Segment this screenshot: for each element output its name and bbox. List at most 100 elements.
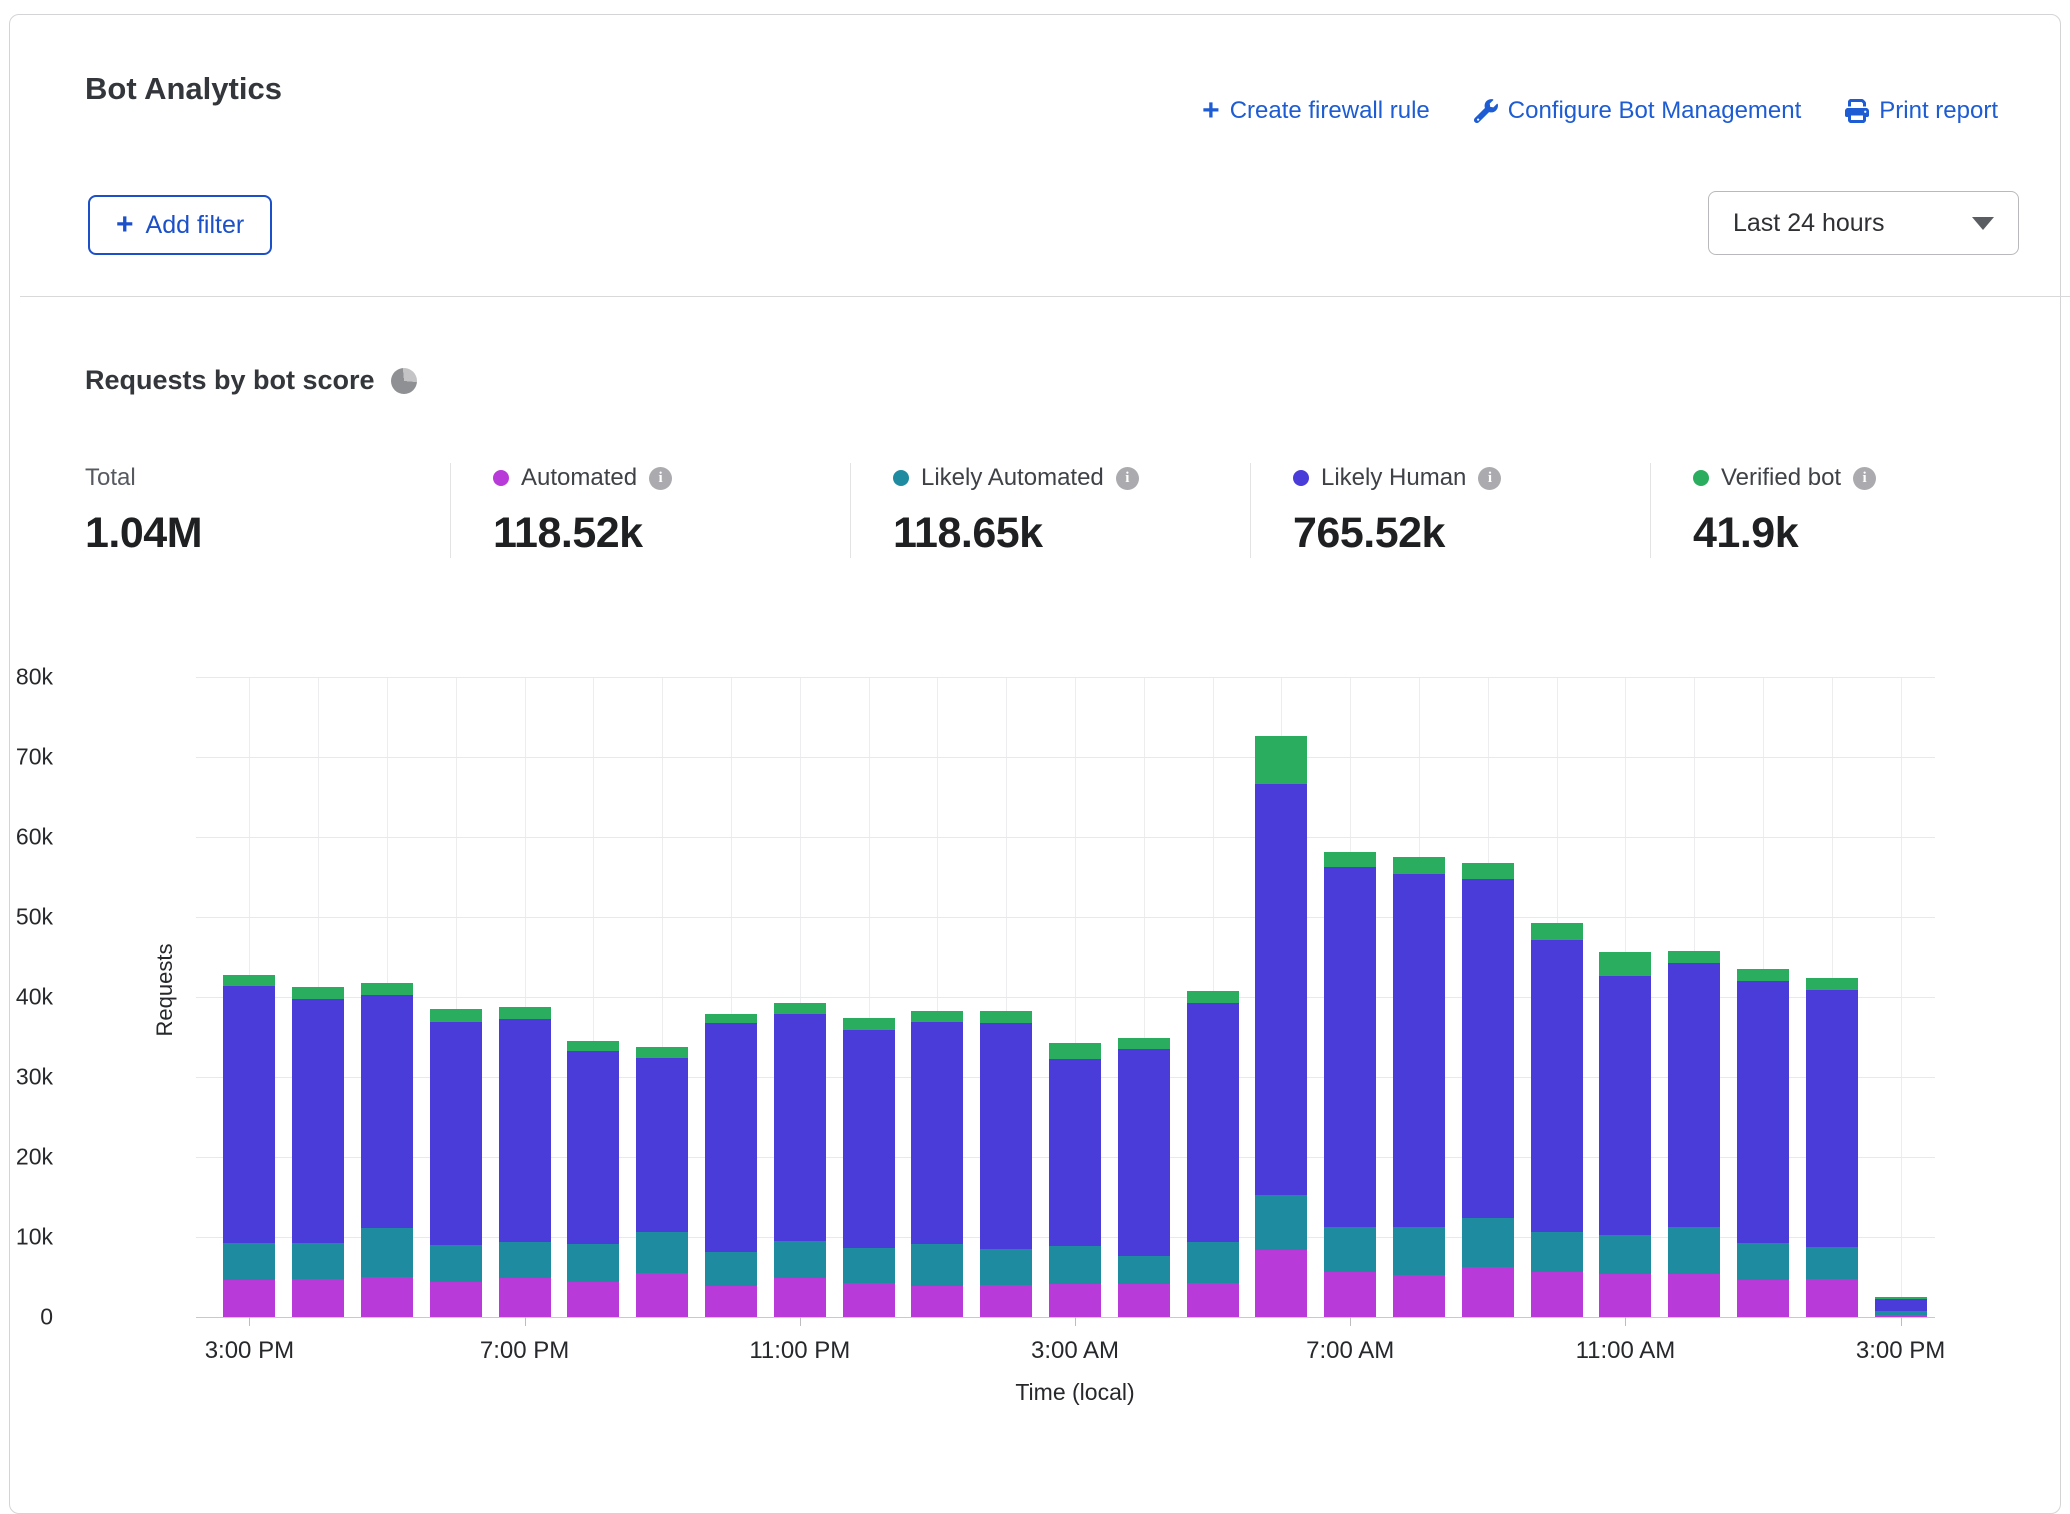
bar-3-00-pm[interactable]: [223, 975, 276, 1317]
horizontal-gridline: [196, 997, 1935, 998]
bar-segment-verified-bot: [1805, 977, 1858, 990]
bar-segment-automated: [1461, 1266, 1514, 1317]
automated-dot: [493, 470, 509, 486]
bar-segment-automated: [567, 1281, 620, 1317]
bar-segment-verified-bot: [911, 1011, 964, 1022]
y-tick-label: 80k: [15, 663, 53, 690]
bar-segment-automated: [1117, 1284, 1170, 1317]
bar-segment-automated: [842, 1282, 895, 1317]
bar-segment-verified-bot: [773, 1003, 826, 1014]
bar-1-00-pm[interactable]: [1737, 969, 1789, 1317]
info-icon[interactable]: i: [1478, 466, 1502, 490]
bar-segment-verified-bot: [842, 1017, 895, 1030]
bar-segment-automated: [636, 1273, 689, 1317]
bar-segment-automated: [1668, 1273, 1721, 1317]
bar-segment-automated: [1530, 1272, 1583, 1317]
bar-9-00-pm[interactable]: [636, 1047, 689, 1317]
plus-icon: +: [116, 208, 134, 241]
bar-segment-verified-bot: [292, 986, 345, 999]
bar-7-00-pm[interactable]: [498, 1006, 551, 1317]
bar-segment-automated: [1324, 1272, 1377, 1317]
bar-segment-likely-human: [705, 1022, 757, 1253]
bar-6-00-am[interactable]: [1255, 736, 1308, 1317]
bar-segment-verified-bot: [429, 1009, 482, 1022]
x-tick: [249, 1317, 251, 1326]
horizontal-gridline: [196, 837, 1935, 838]
bar-12-00-am[interactable]: [842, 1017, 895, 1317]
stats-row: Total 1.04M Automated i 118.52k Likely A…: [85, 463, 2040, 558]
bar-segment-likely-human: [1874, 1298, 1927, 1312]
info-icon[interactable]: i: [649, 466, 673, 490]
bar-segment-likely-human: [1737, 981, 1789, 1243]
analytics-card: Bot Analytics + Create firewall rule Con…: [9, 14, 2070, 1514]
bar-11-00-am[interactable]: [1599, 952, 1652, 1317]
bar-segment-likely-human: [361, 995, 413, 1229]
horizontal-gridline: [196, 757, 1935, 758]
header-divider: [20, 296, 2070, 297]
horizontal-gridline: [196, 1317, 1935, 1318]
info-icon[interactable]: i: [1853, 466, 1877, 490]
bar-segment-likely-automated: [842, 1248, 895, 1283]
bar-segment-verified-bot: [1461, 863, 1514, 880]
y-tick-label: 70k: [15, 743, 53, 770]
bar-9-00-am[interactable]: [1461, 863, 1514, 1317]
horizontal-gridline: [196, 917, 1935, 918]
bar-6-00-pm[interactable]: [429, 1009, 482, 1317]
bar-segment-verified-bot: [1599, 952, 1652, 977]
bar-11-00-pm[interactable]: [773, 1003, 826, 1317]
bar-segment-verified-bot: [636, 1047, 689, 1058]
bar-3-00-pm[interactable]: [1874, 1297, 1927, 1317]
bar-5-00-am[interactable]: [1186, 991, 1239, 1317]
bar-segment-likely-human: [429, 1021, 482, 1246]
bar-4-00-am[interactable]: [1117, 1037, 1170, 1317]
bar-segment-verified-bot: [223, 975, 276, 986]
bar-segment-verified-bot: [1049, 1042, 1101, 1059]
bar-segment-verified-bot: [498, 1006, 551, 1019]
x-tick-label: 11:00 AM: [1575, 1337, 1676, 1364]
bar-segment-automated: [498, 1277, 551, 1317]
stat-likely-human-value: 765.52k: [1293, 509, 1445, 557]
y-tick-label: 40k: [15, 983, 53, 1010]
bar-10-00-am[interactable]: [1530, 923, 1583, 1317]
bar-segment-verified-bot: [1324, 852, 1377, 868]
bar-7-00-am[interactable]: [1324, 852, 1377, 1317]
bar-5-00-pm[interactable]: [361, 982, 413, 1317]
stat-automated: Automated i 118.52k: [450, 463, 850, 558]
bar-segment-automated: [1255, 1249, 1308, 1317]
wrench-icon: [1473, 99, 1498, 123]
bar-2-00-am[interactable]: [980, 1011, 1033, 1317]
x-tick: [524, 1317, 526, 1326]
stat-total: Total 1.04M: [85, 463, 450, 558]
x-tick-label: 3:00 PM: [1855, 1337, 1946, 1364]
bar-segment-automated: [223, 1280, 276, 1317]
time-range-dropdown[interactable]: Last 24 hours: [1708, 191, 2019, 255]
bar-2-00-pm[interactable]: [1805, 977, 1858, 1317]
bar-4-00-pm[interactable]: [292, 986, 345, 1317]
bar-1-00-am[interactable]: [911, 1011, 964, 1317]
bar-segment-automated: [980, 1285, 1033, 1317]
bar-segment-automated: [361, 1277, 413, 1317]
bar-segment-likely-human: [980, 1022, 1033, 1249]
create-firewall-rule-link[interactable]: + Create firewall rule: [1202, 96, 1430, 126]
bar-3-00-am[interactable]: [1049, 1042, 1101, 1317]
stat-total-value: 1.04M: [85, 509, 203, 557]
add-filter-button[interactable]: + Add filter: [88, 195, 273, 255]
bar-segment-likely-automated: [1599, 1234, 1652, 1274]
info-icon[interactable]: i: [1115, 466, 1139, 490]
bar-segment-likely-automated: [1049, 1245, 1101, 1285]
bar-segment-verified-bot: [1255, 736, 1308, 785]
y-axis-title: Requests: [152, 943, 177, 1037]
bar-segment-likely-human: [1530, 940, 1583, 1233]
bar-segment-likely-human: [1599, 976, 1652, 1235]
bar-10-00-pm[interactable]: [705, 1013, 757, 1317]
bar-segment-likely-automated: [1530, 1232, 1583, 1273]
print-report-link[interactable]: Print report: [1845, 97, 1998, 125]
bar-segment-likely-human: [1393, 873, 1445, 1228]
configure-bot-management-link[interactable]: Configure Bot Management: [1473, 97, 1801, 125]
bar-8-00-pm[interactable]: [567, 1041, 620, 1317]
bar-12-00-pm[interactable]: [1668, 951, 1721, 1317]
bar-8-00-am[interactable]: [1393, 857, 1445, 1317]
x-tick-label: 3:00 AM: [1030, 1337, 1120, 1364]
section-title: Requests by bot score: [85, 365, 417, 396]
bar-segment-likely-automated: [705, 1252, 757, 1286]
